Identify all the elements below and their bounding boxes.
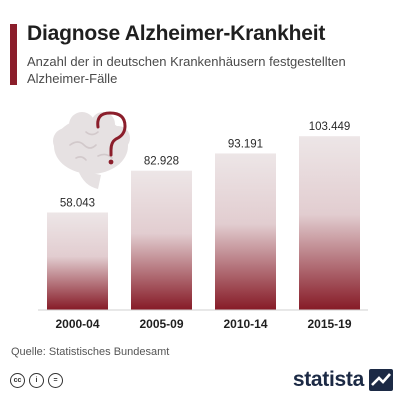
x-tick-label-2005-09: 2005-09 — [139, 317, 183, 331]
page-subtitle: Anzahl der in deutschen Krankenhäusern f… — [27, 54, 346, 86]
bar-2010-14 — [215, 153, 276, 310]
source-note: Quelle: Statistisches Bundesamt — [11, 346, 170, 358]
bar-2015-19 — [299, 136, 360, 310]
cc-icon[interactable]: cc — [10, 373, 25, 388]
nd-icon[interactable]: = — [48, 373, 63, 388]
bar-2000-04 — [47, 212, 108, 310]
by-icon[interactable]: i — [29, 373, 44, 388]
question-mark-icon — [96, 111, 127, 165]
page-title: Diagnose Alzheimer-Krankheit — [27, 22, 326, 45]
statista-logo[interactable]: statista — [293, 368, 393, 392]
value-label-2000-04: 58.043 — [60, 197, 95, 209]
bar-2005-09 — [131, 170, 192, 310]
value-label-2010-14: 93.191 — [228, 138, 263, 150]
brain-with-question-mark-icon — [53, 111, 130, 189]
value-label-2005-09: 82.928 — [144, 156, 179, 168]
title-accent-bar — [10, 24, 17, 85]
brand-name: statista — [292, 368, 364, 391]
statista-logo-icon — [369, 369, 393, 391]
x-tick-label-2010-14: 2010-14 — [223, 317, 267, 331]
license-icons: cc i = — [10, 373, 63, 388]
value-label-2015-19: 103.449 — [309, 121, 351, 133]
brain-icon — [53, 112, 130, 189]
x-tick-label-2000-04: 2000-04 — [55, 317, 99, 331]
x-tick-label-2015-19: 2015-19 — [307, 317, 351, 331]
